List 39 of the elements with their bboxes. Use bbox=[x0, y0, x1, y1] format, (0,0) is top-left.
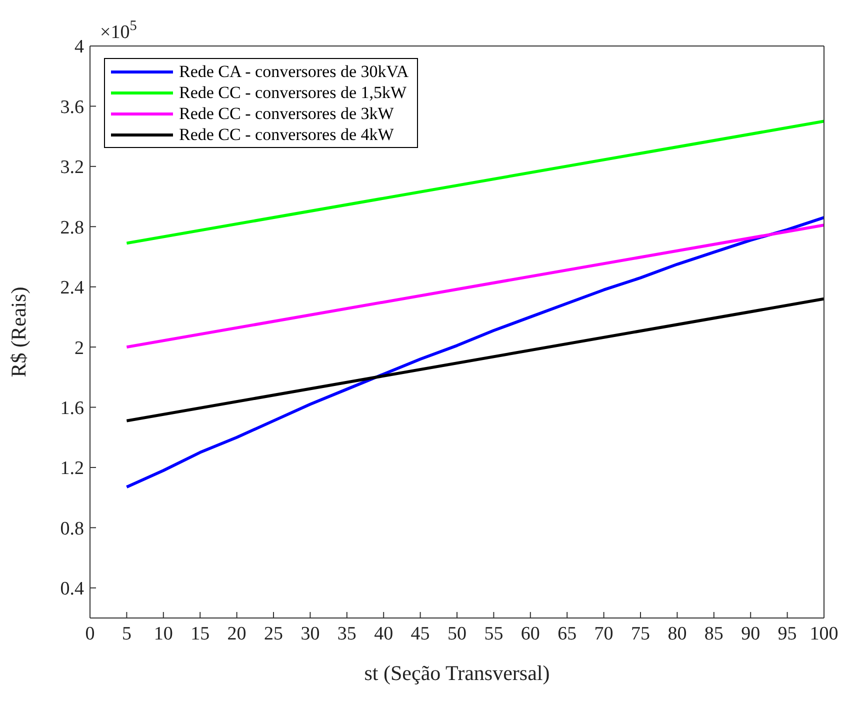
y-tick-label: 1.2 bbox=[60, 458, 84, 480]
x-tick-label: 35 bbox=[337, 623, 356, 644]
x-tick-label: 100 bbox=[810, 623, 838, 644]
y-tick-label: 2 bbox=[74, 338, 84, 359]
y-tick-label: 3.2 bbox=[60, 157, 84, 178]
x-tick-label: 95 bbox=[778, 623, 797, 644]
x-tick-label: 65 bbox=[558, 623, 577, 644]
x-tick-label: 90 bbox=[741, 623, 760, 644]
x-tick-label: 40 bbox=[374, 623, 394, 644]
x-tick-label: 85 bbox=[704, 623, 724, 644]
legend-label: Rede CC - conversores de 4kW bbox=[179, 124, 394, 144]
x-tick-label: 15 bbox=[190, 623, 210, 644]
x-tick-label: 55 bbox=[484, 623, 504, 644]
x-tick-label: 10 bbox=[154, 623, 173, 644]
x-tick-label: 20 bbox=[227, 623, 246, 644]
text: ×10$^{5}$ bbox=[100, 18, 137, 43]
x-axis-title: st (Seção Transversal) bbox=[364, 661, 550, 685]
legend-label: Rede CC - conversores de 3kW bbox=[179, 104, 394, 124]
x-tick-label: 25 bbox=[264, 623, 283, 644]
y-tick-label: 3.6 bbox=[60, 96, 84, 118]
y-tick-label: 2.8 bbox=[60, 217, 84, 238]
x-tick-label: 5 bbox=[122, 623, 132, 644]
x-tick-label: 60 bbox=[520, 623, 540, 644]
y-tick-label: 4 bbox=[74, 36, 84, 58]
x-tick-label: 80 bbox=[668, 623, 687, 644]
y-tick-label: 1.6 bbox=[60, 398, 84, 420]
x-tick-label: 0 bbox=[85, 623, 95, 644]
line-series bbox=[125, 216, 824, 489]
legend-label: Rede CA - conversores de 30kVA bbox=[179, 62, 409, 82]
y-axis-title: R$ (Reais) bbox=[6, 286, 30, 378]
y-tick-label: 0.4 bbox=[60, 578, 84, 600]
x-tick-label: 70 bbox=[594, 623, 614, 644]
legend-label: Rede CC - conversores de 1,5kW bbox=[179, 82, 407, 102]
x-tick-label: 50 bbox=[448, 623, 466, 644]
y-tick-label: 0.8 bbox=[60, 518, 84, 540]
x-tick-label: 45 bbox=[410, 623, 430, 644]
x-tick-label: 75 bbox=[631, 623, 650, 644]
y-tick-label: 2.4 bbox=[60, 278, 84, 299]
x-tick-label: 30 bbox=[300, 623, 320, 644]
